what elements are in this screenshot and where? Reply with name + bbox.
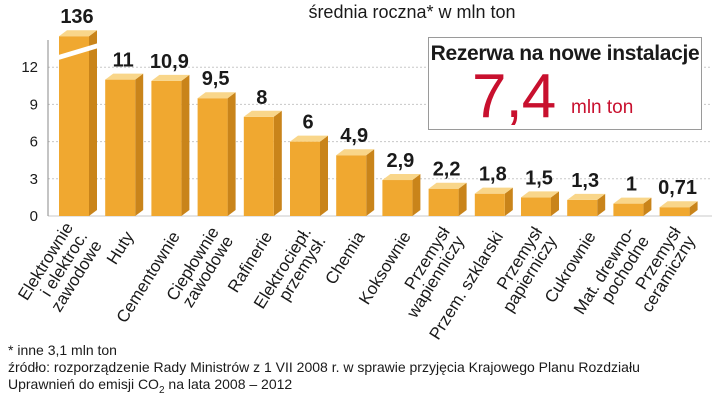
footnote-other: * inne 3,1 mln ton xyxy=(8,342,117,358)
data-label: 6 xyxy=(302,112,313,134)
bar-side xyxy=(135,73,144,216)
bar-top xyxy=(474,187,513,194)
source-text-a: Uprawnień do emisji CO xyxy=(8,376,159,392)
bar-side xyxy=(366,149,375,216)
data-label: 2,2 xyxy=(433,159,461,181)
x-tick-label: Chemia xyxy=(321,228,368,288)
bar-side xyxy=(504,187,513,216)
data-label: 2,9 xyxy=(386,150,414,172)
bar-top xyxy=(151,74,190,81)
bar xyxy=(382,180,413,216)
footnote-source-line2: Uprawnień do emisji CO2 na lata 2008 – 2… xyxy=(8,376,720,399)
y-tick-label: 6 xyxy=(30,134,38,151)
bar-top xyxy=(59,30,97,37)
x-tick-label-line: Chemia xyxy=(321,228,368,288)
y-tick-label: 0 xyxy=(30,208,38,225)
x-tick-label: Elektrowniei elektroc.zawodowe xyxy=(14,219,106,322)
data-label: 1,5 xyxy=(525,167,553,189)
reserve-title: Rezerwa na nowe instalacje xyxy=(430,42,700,65)
data-label: 1,8 xyxy=(479,164,507,186)
data-label: 11 xyxy=(113,50,134,72)
y-tick-label: 12 xyxy=(21,59,38,76)
bar-top xyxy=(382,174,421,181)
y-tick-label: 9 xyxy=(30,96,38,113)
bar-side xyxy=(181,74,190,216)
bar xyxy=(243,116,274,216)
bar-side xyxy=(320,135,328,216)
bar-side xyxy=(458,182,467,216)
data-label: 1 xyxy=(626,174,637,196)
bar-side xyxy=(412,174,421,216)
x-tick-label: Huty xyxy=(103,228,138,268)
bar xyxy=(567,199,598,216)
y-tick-label: 3 xyxy=(30,171,38,188)
bar-side xyxy=(227,92,236,216)
bar-side xyxy=(89,30,97,217)
bar-side xyxy=(551,191,559,216)
bar-top xyxy=(659,201,698,208)
bar-top xyxy=(105,73,144,80)
chart-subtitle: średnia roczna* w mln ton xyxy=(308,2,516,22)
reserve-value: 7,4 xyxy=(472,62,556,131)
footnote-source: źródło: rozporządzenie Rady Ministrów z … xyxy=(8,359,640,375)
source-text-b: na lata 2008 – 2012 xyxy=(164,376,293,392)
bar-top xyxy=(428,182,467,189)
bar-top xyxy=(197,92,236,99)
bar xyxy=(197,98,228,216)
bar-top xyxy=(290,135,328,142)
bar xyxy=(290,141,320,216)
axis-break xyxy=(58,43,98,61)
data-label: 1,3 xyxy=(571,170,599,192)
bar-side xyxy=(597,193,606,216)
source-subscript: 2 xyxy=(158,384,165,396)
bar-top xyxy=(567,193,606,200)
bar-top xyxy=(243,110,282,117)
bar xyxy=(151,80,182,216)
bar-side xyxy=(273,110,282,216)
bar-top xyxy=(336,149,375,156)
data-label: 0,71 xyxy=(658,177,697,199)
data-label: 8 xyxy=(256,87,267,109)
reserve-unit: mln ton xyxy=(571,97,634,118)
bar xyxy=(428,188,459,216)
x-tick-label-line: Huty xyxy=(103,228,138,268)
data-label: 10,9 xyxy=(150,51,189,73)
bar xyxy=(659,207,690,216)
bar xyxy=(59,36,89,217)
data-label: 136 xyxy=(60,6,93,28)
bar-top xyxy=(613,197,652,204)
data-label: 9,5 xyxy=(202,68,230,90)
bar xyxy=(105,79,136,216)
bar xyxy=(336,155,367,216)
bar xyxy=(521,197,551,216)
bar-top xyxy=(521,191,559,198)
bar xyxy=(474,193,505,216)
bar-side xyxy=(689,201,698,216)
data-label: 4,9 xyxy=(340,125,368,147)
bar xyxy=(613,203,644,216)
bar-side xyxy=(643,197,652,216)
reserve-box: Rezerwa na nowe instalacje 7,4 mln ton xyxy=(428,37,702,130)
